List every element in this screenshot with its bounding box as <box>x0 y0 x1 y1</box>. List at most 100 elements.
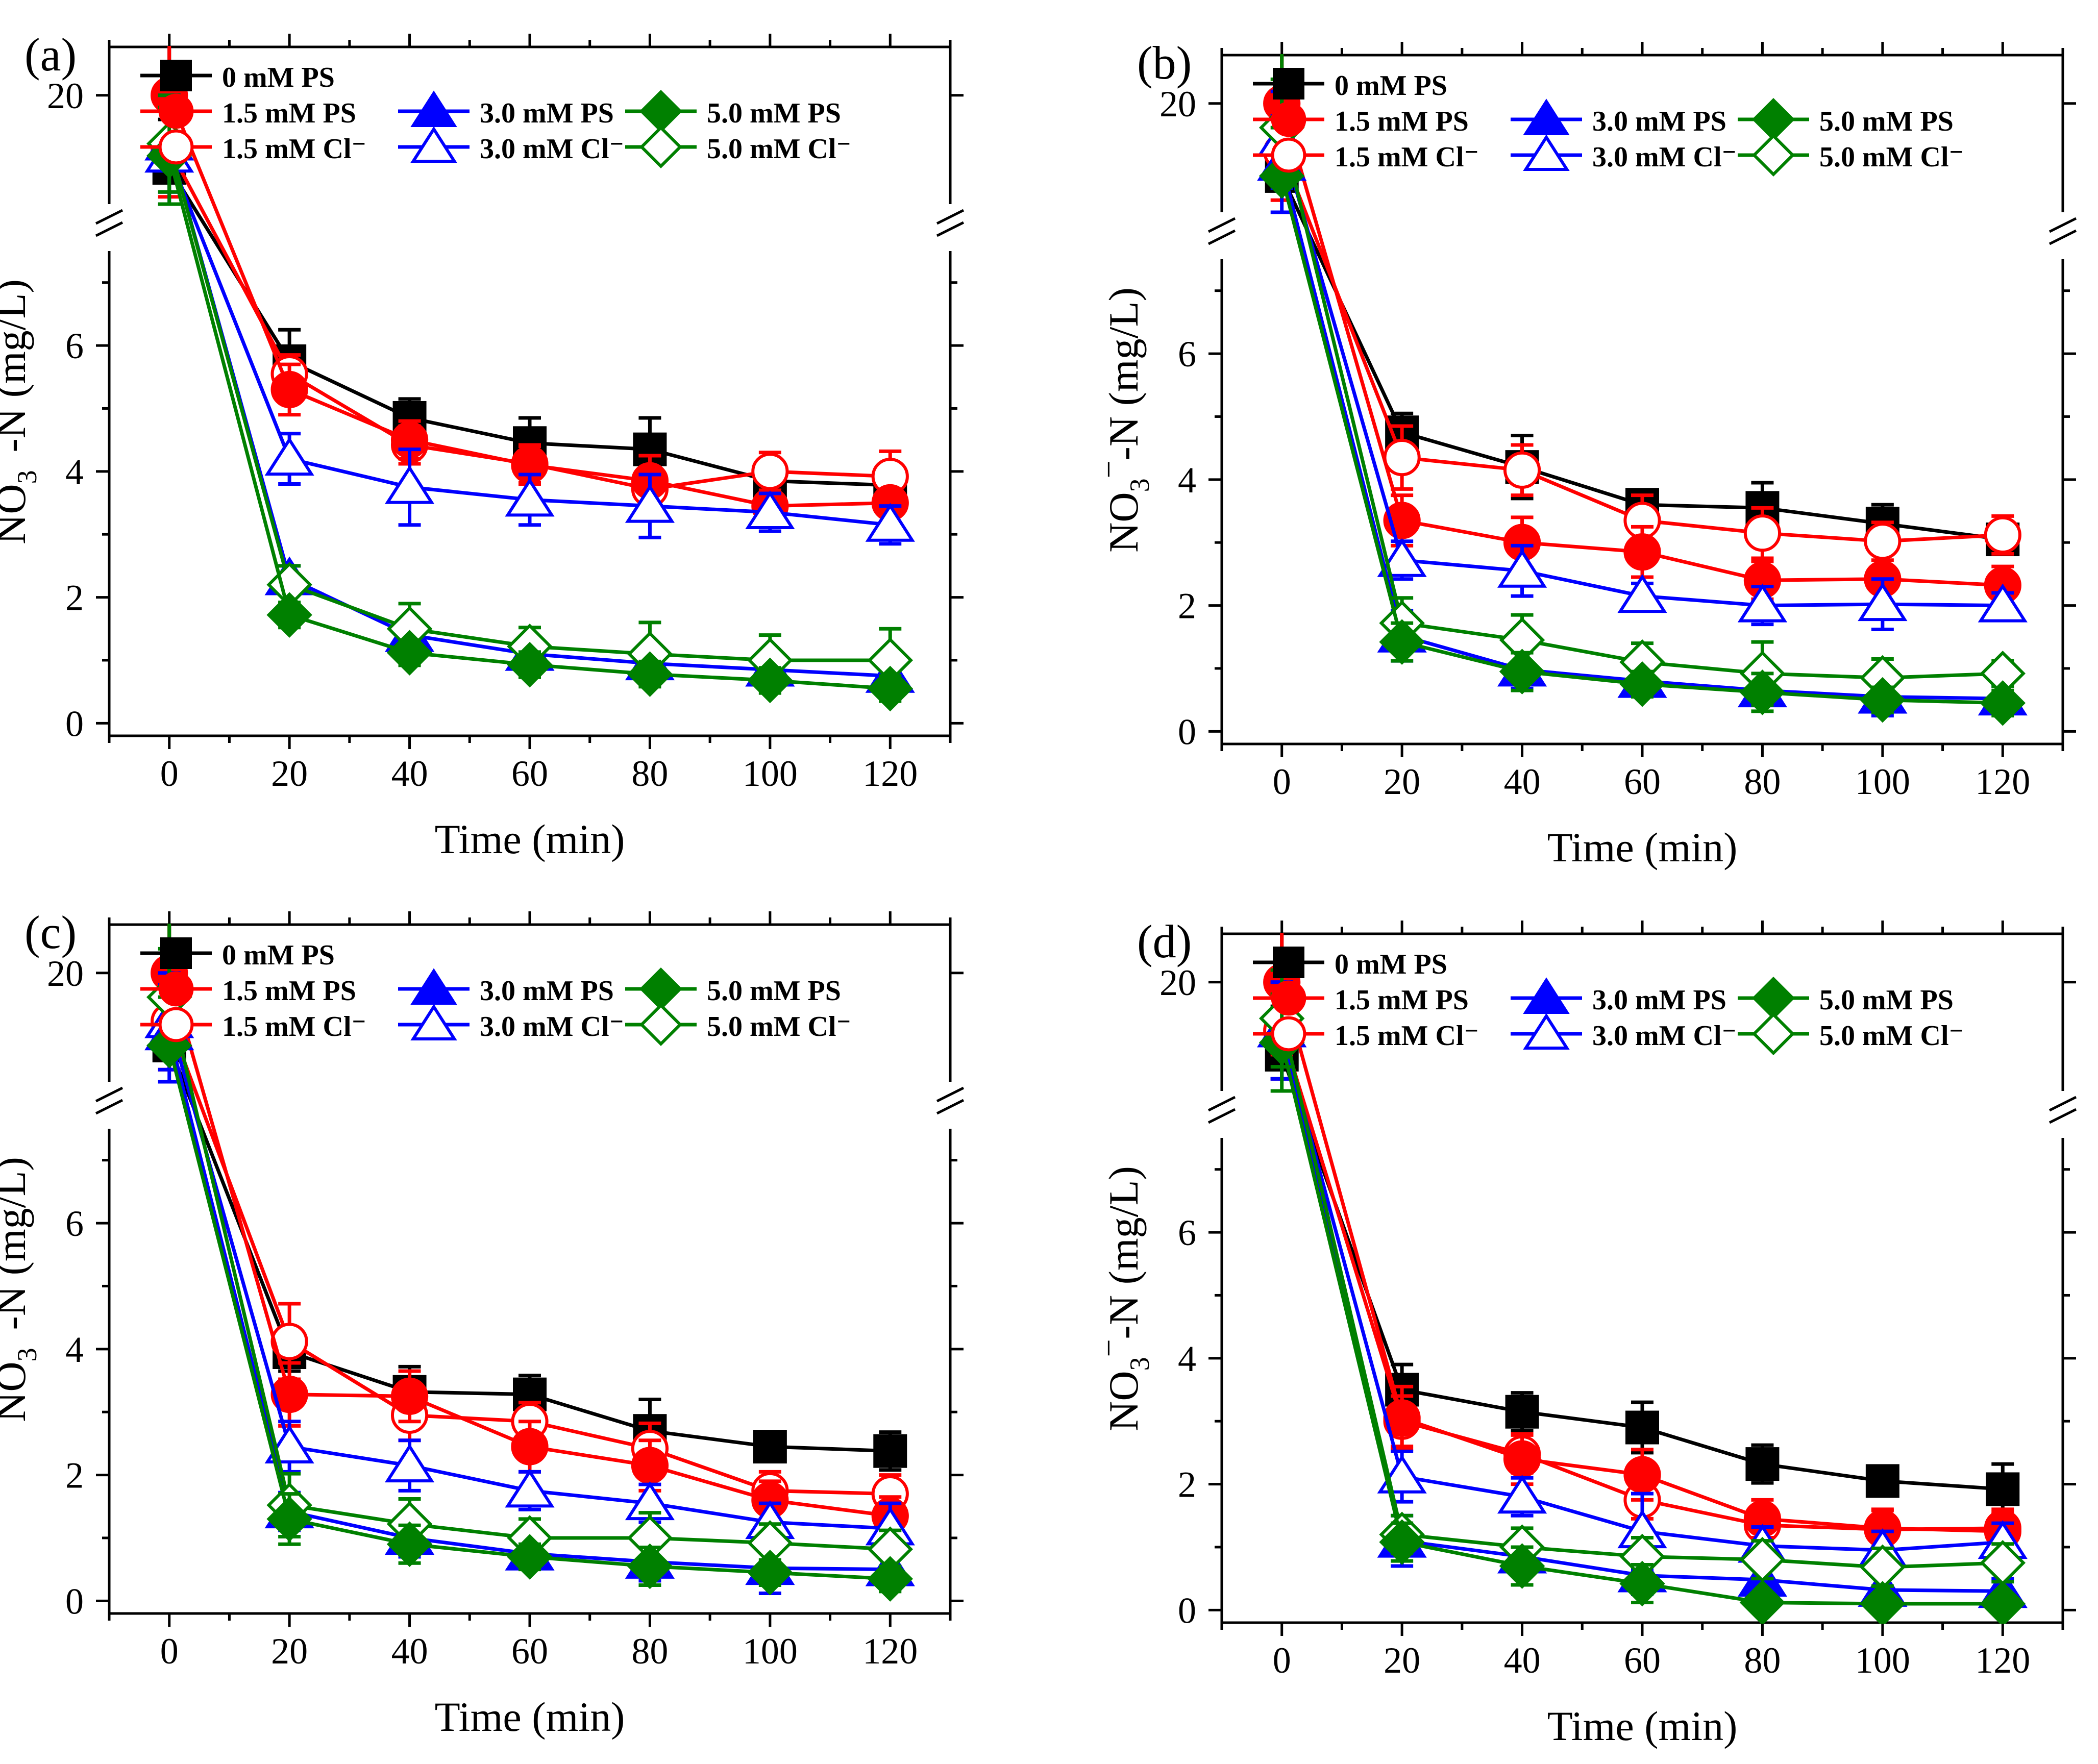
axis-break-mark <box>2048 1096 2077 1112</box>
data-point <box>507 1534 553 1580</box>
axis-break-mark <box>1207 1096 1236 1112</box>
x-tick-label: 80 <box>1744 1640 1781 1681</box>
data-point <box>631 1447 669 1484</box>
legend-item-3-0-mm-ps: 3.0 mM PS <box>1511 977 1726 1016</box>
legend-label: 3.0 mM PS <box>480 975 614 1007</box>
legend-item-5-0-mm-cl-minus: 5.0 mM Cl⁻ <box>1738 133 1964 177</box>
legend-label: 3.0 mM PS <box>1592 106 1726 137</box>
x-tick-label: 120 <box>1975 761 2030 802</box>
chart-panel-2: 0 20 40 60 80 100 120 0 2 4 6 20 Time (min) NO3−-N (m… <box>1092 37 2077 871</box>
legend: 0 mM PS 1.5 mM PS 3.0 mM PS 5.0 mM PS 1.5 mM… <box>1253 947 1964 1056</box>
data-point <box>266 1496 312 1542</box>
x-tick-label: 0 <box>160 1631 179 1672</box>
axis-break-mark <box>95 209 124 225</box>
data-point <box>1739 669 1786 715</box>
data-point <box>1383 439 1421 477</box>
legend-item-3-0-mm-cl-minus: 3.0 mM Cl⁻ <box>398 126 624 165</box>
data-point <box>1860 1581 1906 1624</box>
data-point <box>511 1428 549 1465</box>
x-axis-title: Time (min) <box>435 1694 625 1740</box>
y-tick-label: 4 <box>65 1329 84 1370</box>
y-axis-title: NO3−-N (mg/L) <box>1092 287 1155 553</box>
data-point <box>747 1550 793 1596</box>
data-point <box>264 437 314 476</box>
legend-marker <box>410 968 457 1005</box>
data-point <box>505 478 555 517</box>
x-axis-title: Time (min) <box>1547 1703 1738 1749</box>
data-point <box>1980 680 2026 726</box>
legend-marker <box>410 126 457 163</box>
data-point <box>865 503 915 542</box>
data-point <box>625 484 675 523</box>
y-tick-label: 0 <box>1178 711 1196 752</box>
axis-break-mark <box>1207 229 1236 245</box>
data-point <box>1745 1447 1780 1481</box>
y-tick-label: 0 <box>1178 1590 1196 1631</box>
legend-marker <box>639 125 683 169</box>
series-5-0-mm-ps <box>146 924 914 1602</box>
legend-label: 5.0 mM PS <box>1819 984 1954 1016</box>
y-tick-label: 6 <box>65 326 84 366</box>
chart-panel-4: 0 20 40 60 80 100 120 0 2 4 6 20 Time (min) NO3−-N (m… <box>1092 915 2077 1749</box>
x-tick-label: 120 <box>1975 1640 2030 1681</box>
axis-break-mark <box>1207 217 1236 233</box>
data-point <box>1984 516 2021 554</box>
legend-label: 3.0 mM Cl⁻ <box>480 133 624 165</box>
x-ticks <box>108 34 952 749</box>
legend-marker <box>410 1004 457 1040</box>
y-tick-label: 6 <box>1178 334 1196 375</box>
y-ticks <box>96 972 964 1602</box>
legend-marker <box>1523 977 1570 1014</box>
data-point <box>266 592 312 638</box>
legend-label: 5.0 mM Cl⁻ <box>707 1011 851 1042</box>
axis-break-mark <box>2048 217 2077 233</box>
axis-break-mark <box>2048 229 2077 245</box>
plot-area <box>144 46 915 712</box>
x-ticks <box>1220 921 2064 1636</box>
data-point <box>1737 583 1788 623</box>
data-point <box>1503 451 1541 489</box>
legend-label: 5.0 mM PS <box>707 97 841 129</box>
legend-label: 0 mM PS <box>222 939 335 971</box>
legend-item-5-0-mm-cl-minus: 5.0 mM Cl⁻ <box>625 1003 851 1047</box>
legend-item-1-5-mm-cl-minus: 1.5 mM Cl⁻ <box>1253 1016 1479 1052</box>
legend-label: 1.5 mM Cl⁻ <box>1335 141 1479 173</box>
axis-break-marks <box>95 209 965 237</box>
y-tick-label: 6 <box>65 1203 84 1244</box>
data-point <box>747 657 793 704</box>
legend-label: 5.0 mM Cl⁻ <box>707 133 851 165</box>
x-tick-label: 60 <box>511 753 548 794</box>
legend-label: 1.5 mM PS <box>1335 106 1469 137</box>
x-axis-title: Time (min) <box>1547 824 1738 871</box>
series-3-0-mm-cl-minus <box>1257 89 2028 631</box>
data-point <box>1980 1581 2026 1624</box>
legend-marker <box>1751 1012 1795 1056</box>
legend-marker <box>1271 102 1306 137</box>
legend-item-5-0-mm-cl-minus: 5.0 mM Cl⁻ <box>1738 1012 1964 1056</box>
data-point <box>1497 549 1547 588</box>
panel-label: (d) <box>1137 915 1192 967</box>
x-tick-label: 80 <box>631 1631 668 1672</box>
legend-item-1-5-mm-cl-minus: 1.5 mM Cl⁻ <box>140 129 366 165</box>
y-tick-label: 4 <box>1178 460 1196 501</box>
data-point <box>751 453 789 490</box>
data-point <box>1503 1440 1541 1478</box>
data-point <box>1978 583 2028 623</box>
data-point <box>1379 619 1425 665</box>
legend-item-5-0-mm-ps: 5.0 mM PS <box>625 89 841 133</box>
legend-item-1-5-mm-cl-minus: 1.5 mM Cl⁻ <box>140 1007 366 1042</box>
data-point <box>745 490 795 530</box>
legend-marker <box>160 937 192 969</box>
legend-label: 1.5 mM PS <box>222 97 356 129</box>
data-point <box>1625 1410 1659 1445</box>
data-point <box>627 1543 673 1589</box>
y-tick-label: 0 <box>65 1581 84 1622</box>
legend-marker <box>1523 134 1570 171</box>
data-point <box>1739 1579 1786 1624</box>
chart-panel-3: 0 20 40 60 80 100 120 0 2 4 6 20 Time (min) NO3−-N (m… <box>0 906 965 1740</box>
x-tick-label: 100 <box>743 753 798 794</box>
legend-marker <box>158 971 194 1007</box>
x-tick-label: 100 <box>1855 1640 1910 1681</box>
